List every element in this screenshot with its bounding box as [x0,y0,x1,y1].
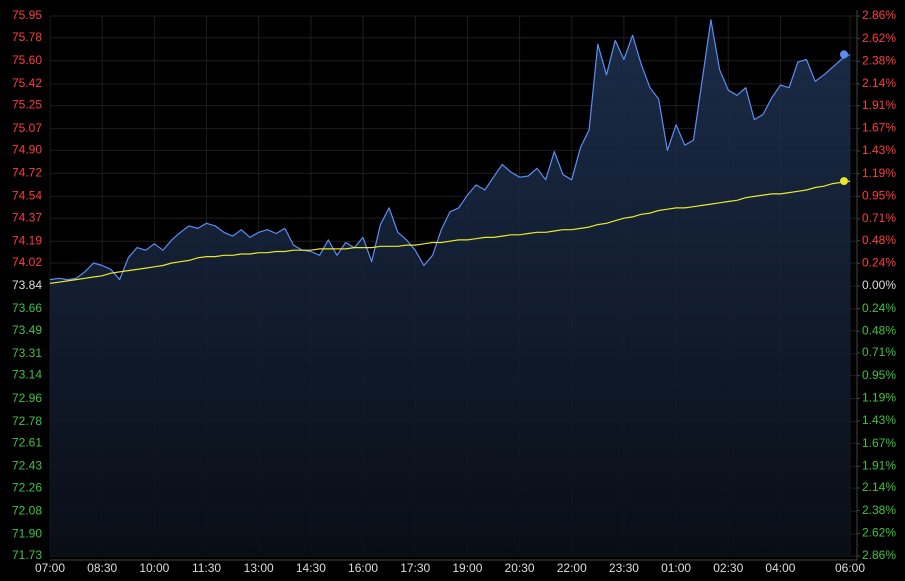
y-tick-label: 75.95 [12,8,42,22]
x-tick-label: 16:00 [348,561,378,575]
y-tick-label: 74.19 [12,233,42,247]
y-tick-label: 74.54 [12,189,42,203]
y-tick-label: 74.37 [12,210,42,224]
line [49,180,851,284]
y2-tick-label: 1.67% [862,121,896,135]
y-tick-label: 74.02 [12,255,42,269]
x-tick-label: 04:00 [765,561,795,575]
y-tick-label: 74.90 [12,143,42,157]
y2-tick-label: 2.62% [862,31,896,45]
x-tick-label: 23:30 [609,561,639,575]
x-tick-label: 11:30 [192,561,221,575]
y-tick-label: 75.60 [12,53,42,67]
y-tick-label: 71.90 [12,526,42,540]
y-tick-label: 75.78 [12,30,42,44]
y-tick-label: 75.25 [12,98,42,112]
y2-tick-label: 2.62% [862,526,896,540]
y2-tick-label: 1.43% [862,143,896,157]
y-tick-label: 75.07 [12,121,42,135]
y2-tick-label: 0.95% [862,188,896,202]
y-tick-label: 75.42 [12,76,42,90]
x-tick-label: 02:30 [713,561,743,575]
area [50,19,850,557]
y-tick-label: 73.49 [12,323,42,337]
y2-tick-label: 1.67% [862,436,896,450]
y2-tick-label: 1.19% [862,166,896,180]
y-tick-label: 72.96 [12,391,42,405]
y2-tick-label: 1.19% [862,391,896,405]
y-tick-label: 73.84 [12,278,42,292]
y2-tick-label: 0.00% [862,278,896,292]
line [49,19,851,281]
x-tick-label: 06:00 [835,561,865,575]
y2-tick-label: 0.24% [862,256,896,270]
y2-tick-label: 1.91% [862,98,896,112]
y-tick-label: 73.14 [12,368,42,382]
y2-tick-label: 0.71% [862,211,896,225]
x-tick-label: 20:30 [505,561,535,575]
x-tick-label: 17:30 [400,561,430,575]
x-tick-label: 07:00 [35,561,65,575]
y-tick-label: 72.61 [12,436,42,450]
y2-tick-label: 0.71% [862,345,896,359]
x-tick-label: 13:00 [244,561,274,575]
x-tick-label: 22:00 [557,561,587,575]
end-dot [840,50,848,59]
y2-tick-label: 2.14% [862,480,896,494]
y2-tick-label: 2.38% [862,503,896,517]
y2-tick-label: 0.48% [862,323,896,337]
y-tick-label: 72.78 [12,414,42,428]
end-dot [840,177,848,186]
y2-tick-label: 0.95% [862,368,896,382]
x-tick-label: 10:00 [139,561,169,575]
x-tick-label: 08:30 [87,561,117,575]
x-tick-label: 19:00 [452,561,482,575]
y-tick-label: 72.26 [12,480,42,494]
y2-tick-label: 2.86% [862,8,896,22]
y2-tick-label: 2.86% [862,548,896,562]
x-tick-label: 01:00 [661,561,691,575]
y-tick-label: 74.72 [12,166,42,180]
y2-tick-label: 0.24% [862,301,896,315]
y-tick-label: 71.73 [12,548,42,562]
y2-tick-label: 2.38% [862,53,896,67]
y-tick-label: 73.31 [12,346,42,360]
y-tick-label: 73.66 [12,301,42,315]
y-tick-label: 72.08 [12,503,42,517]
y2-tick-label: 2.14% [862,76,896,90]
y2-tick-label: 1.91% [862,458,896,472]
x-tick-label: 14:30 [296,561,326,575]
y2-tick-label: 1.43% [862,413,896,427]
y2-tick-label: 0.48% [862,233,896,247]
y-tick-label: 72.43 [12,459,42,473]
